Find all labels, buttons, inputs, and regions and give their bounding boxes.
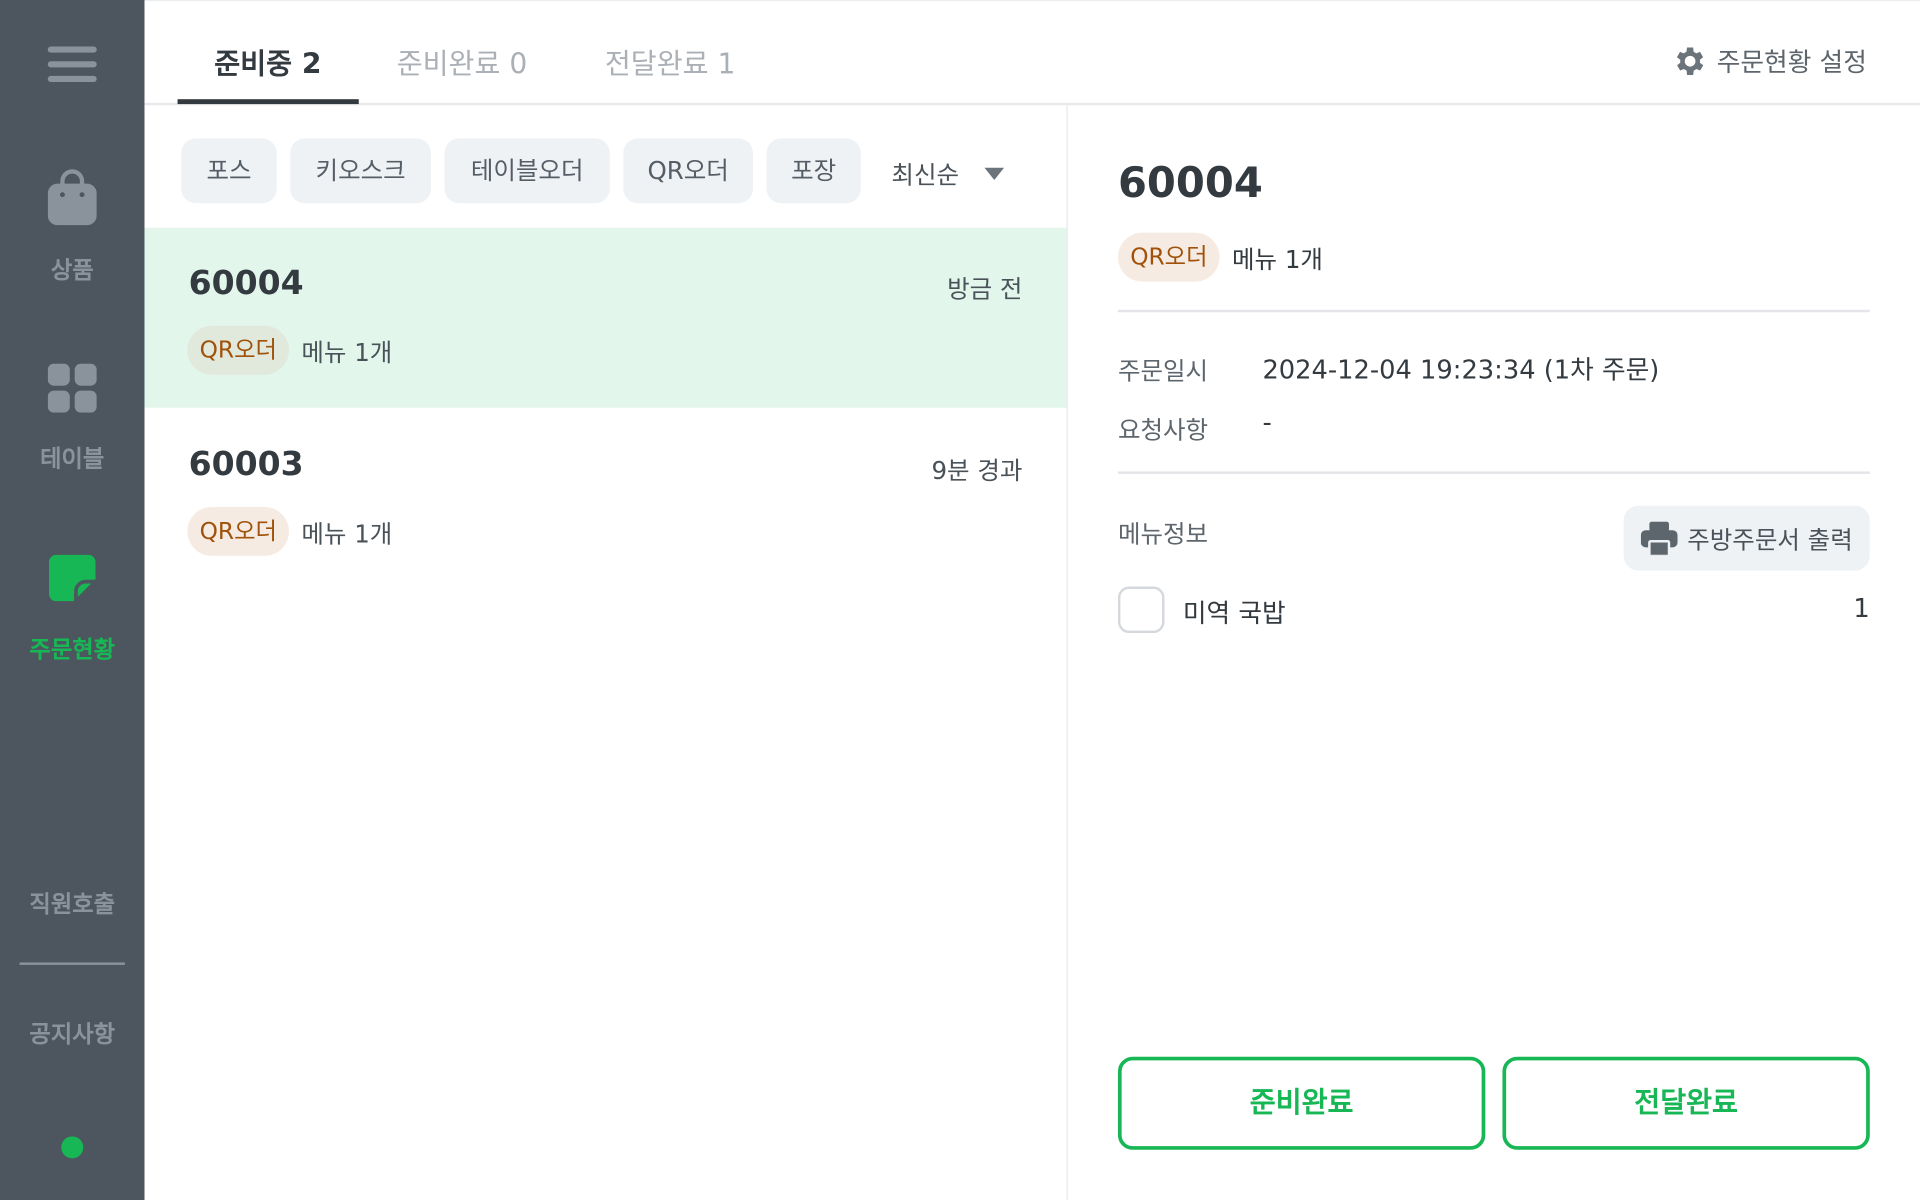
menu-item-name: 미역 국밥 bbox=[1182, 598, 1286, 629]
sidebar-item-label: 주문현황 bbox=[29, 636, 116, 664]
menu-item-checkbox[interactable] bbox=[1117, 586, 1165, 634]
filter-table-order[interactable]: 테이블오더 bbox=[444, 138, 610, 204]
sort-selected: 최신순 bbox=[891, 160, 960, 190]
order-row[interactable]: 60003 9분 경과 QR오더 메뉴 1개 bbox=[144, 409, 1066, 589]
menu-info-label: 메뉴정보 bbox=[1117, 519, 1209, 549]
active-tab-indicator bbox=[177, 99, 359, 105]
sidebar-item-products[interactable]: 상품 bbox=[0, 159, 144, 294]
settings-label: 주문현황 설정 bbox=[1716, 47, 1867, 78]
detail-order-id: 60004 bbox=[1117, 159, 1263, 209]
hamburger-menu-icon[interactable] bbox=[0, 37, 144, 98]
filter-qr-order[interactable]: QR오더 bbox=[623, 138, 754, 204]
printer-icon bbox=[1640, 521, 1678, 556]
tab-delivered[interactable]: 전달완료 1 bbox=[604, 48, 736, 81]
divider bbox=[1117, 309, 1870, 313]
tab-preparing[interactable]: 준비중 2 bbox=[214, 48, 322, 81]
request-value: - bbox=[1262, 407, 1272, 438]
request-label: 요청사항 bbox=[1117, 415, 1209, 445]
sidebar-item-label: 상품 bbox=[50, 257, 94, 285]
order-id: 60004 bbox=[188, 264, 304, 303]
order-note-icon bbox=[48, 554, 96, 602]
sidebar: 상품 테이블 주문현황 직원호출 공지사항 bbox=[0, 0, 145, 1200]
channel-badge: QR오더 bbox=[1117, 232, 1220, 282]
order-row[interactable]: 60004 방금 전 QR오더 메뉴 1개 bbox=[144, 227, 1067, 408]
channel-badge: QR오더 bbox=[187, 506, 290, 556]
grid-icon bbox=[47, 363, 97, 413]
order-summary: 메뉴 1개 bbox=[301, 518, 393, 548]
tab-bar: 준비중 2 준비완료 0 전달완료 1 주문현황 설정 bbox=[144, 0, 1920, 106]
sidebar-divider bbox=[19, 962, 125, 965]
sidebar-item-label: 테이블 bbox=[40, 445, 105, 473]
mark-delivered-button[interactable]: 전달완료 bbox=[1502, 1056, 1870, 1150]
order-time-label: 주문일시 bbox=[1117, 356, 1209, 386]
filter-takeout[interactable]: 포장 bbox=[766, 138, 861, 204]
sidebar-item-staff-call[interactable]: 직원호출 bbox=[29, 891, 116, 919]
order-list-pane: 포스 키오스크 테이블오더 QR오더 포장 최신순 60004 방금 전 QR오… bbox=[144, 105, 1068, 1200]
sidebar-item-notices[interactable]: 공지사항 bbox=[29, 1021, 116, 1049]
sort-dropdown[interactable]: 최신순 bbox=[891, 156, 1005, 192]
filter-pos[interactable]: 포스 bbox=[181, 138, 277, 204]
order-summary: 메뉴 1개 bbox=[301, 337, 393, 367]
mark-ready-button[interactable]: 준비완료 bbox=[1117, 1056, 1486, 1150]
channel-badge: QR오더 bbox=[187, 325, 290, 375]
tab-ready[interactable]: 준비완료 0 bbox=[396, 48, 528, 81]
shopping-bag-icon bbox=[47, 169, 97, 226]
divider bbox=[1117, 471, 1870, 474]
order-status-settings-button[interactable]: 주문현황 설정 bbox=[1670, 43, 1867, 80]
sidebar-item-tables[interactable]: 테이블 bbox=[0, 355, 144, 490]
print-label: 주방주문서 출력 bbox=[1687, 525, 1853, 555]
gear-icon bbox=[1676, 47, 1704, 76]
order-time-value: 2024-12-04 19:23:34 (1차 주문) bbox=[1262, 355, 1660, 385]
order-id: 60003 bbox=[188, 445, 304, 484]
detail-summary: 메뉴 1개 bbox=[1231, 244, 1323, 274]
print-kitchen-order-button[interactable]: 주방주문서 출력 bbox=[1623, 505, 1870, 571]
connection-status-dot bbox=[61, 1136, 84, 1159]
order-elapsed-time: 방금 전 bbox=[947, 274, 1023, 304]
order-elapsed-time: 9분 경과 bbox=[931, 455, 1023, 485]
caret-down-icon bbox=[984, 167, 1005, 180]
menu-item-qty: 1 bbox=[1853, 593, 1870, 624]
filter-kiosk[interactable]: 키오스크 bbox=[290, 138, 432, 204]
sidebar-item-order-status[interactable]: 주문현황 bbox=[0, 551, 144, 673]
